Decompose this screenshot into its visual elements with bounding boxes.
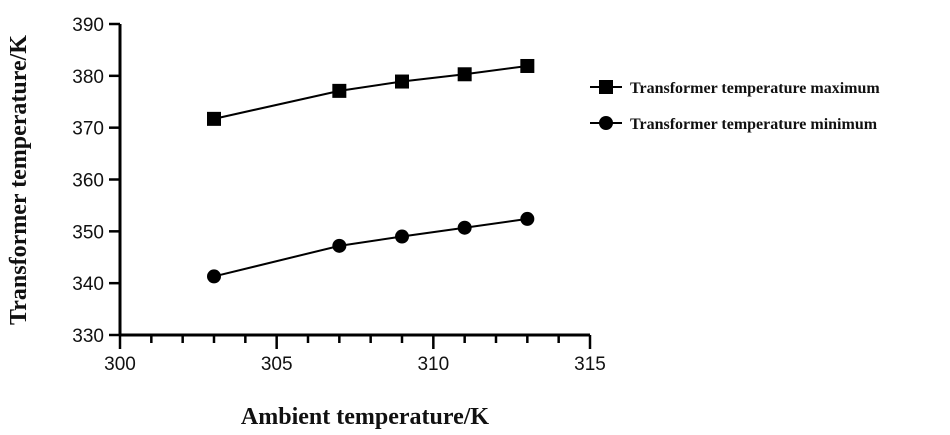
data-point-square xyxy=(332,83,347,98)
data-point-circle xyxy=(520,211,535,226)
y-tick-label: 340 xyxy=(72,274,104,295)
legend-item-maximum: Transformer temperature maximum xyxy=(590,80,880,97)
legend-label-minimum: Transformer temperature minimum xyxy=(630,116,878,133)
series-maximum xyxy=(207,58,535,126)
y-tick-label: 330 xyxy=(72,326,104,347)
y-tick-label: 350 xyxy=(72,222,104,243)
data-point-circle xyxy=(207,269,221,284)
data-point-circle xyxy=(395,229,409,244)
data-point-square xyxy=(520,58,535,73)
x-axis: 300 305 310 315 xyxy=(104,333,606,375)
x-ticks: 300 305 310 315 xyxy=(104,335,606,375)
legend: Transformer temperature maximum Transfor… xyxy=(590,80,880,133)
data-point-square xyxy=(207,111,221,126)
x-tick-label: 300 xyxy=(104,354,136,375)
series-line xyxy=(213,64,528,120)
series-line xyxy=(213,217,528,278)
y-tick-label: 380 xyxy=(72,67,104,88)
x-axis-title: Ambient temperature/K xyxy=(241,404,490,430)
y-ticks: 330 340 350 360 370 380 390 xyxy=(72,15,120,347)
legend-square-marker xyxy=(599,80,613,94)
legend-circle-marker xyxy=(599,116,613,130)
series-layer xyxy=(207,58,535,284)
y-tick-label: 370 xyxy=(72,119,104,140)
data-point-square xyxy=(395,74,409,89)
y-axis: 330 340 350 360 370 380 390 xyxy=(72,15,122,347)
legend-label-maximum: Transformer temperature maximum xyxy=(630,80,880,97)
y-tick-label: 390 xyxy=(72,15,104,36)
y-tick-label: 360 xyxy=(72,171,104,192)
data-point-circle xyxy=(457,220,472,235)
legend-item-minimum: Transformer temperature minimum xyxy=(590,116,878,133)
y-axis-title: Transformer temperature/K xyxy=(6,35,32,325)
data-point-circle xyxy=(332,238,347,253)
x-tick-label: 310 xyxy=(417,354,449,375)
series-minimum xyxy=(207,211,535,284)
data-point-square xyxy=(457,67,472,82)
x-tick-label: 315 xyxy=(574,354,606,375)
x-tick-label: 305 xyxy=(261,354,293,375)
